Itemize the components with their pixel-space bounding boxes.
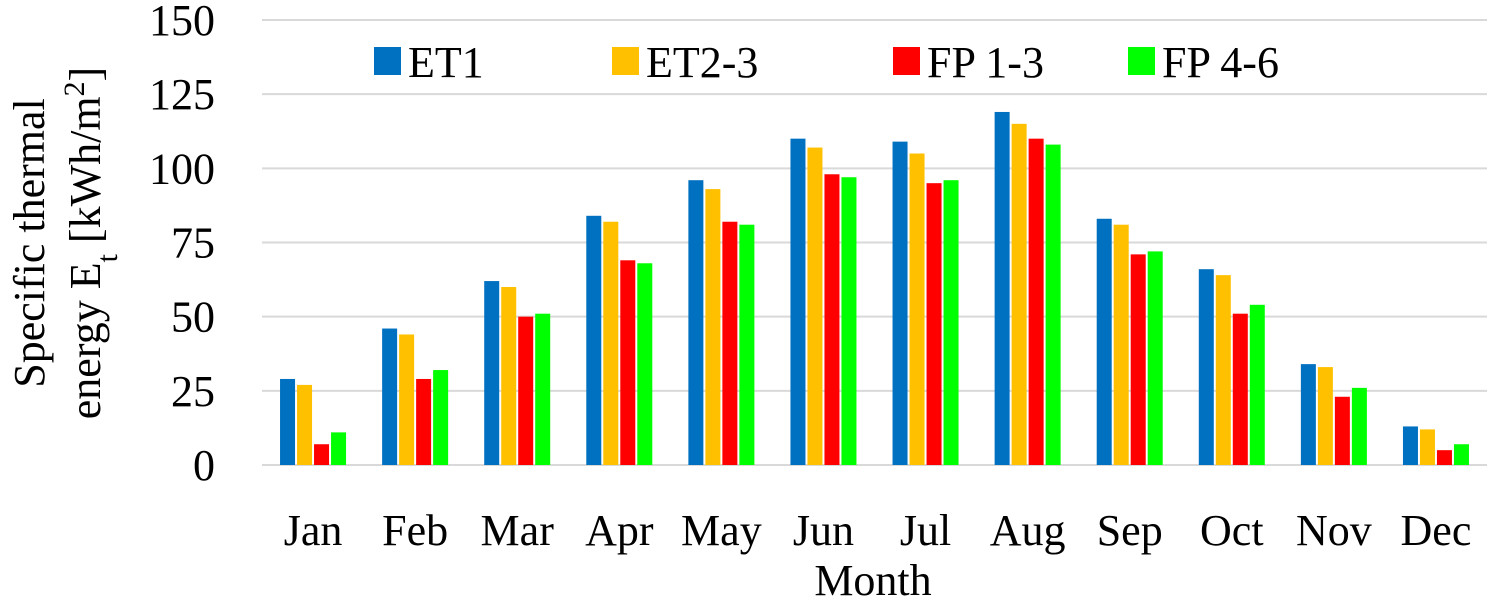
bar-fp-4-6-aug bbox=[1045, 144, 1061, 465]
x-category-label: Jul bbox=[900, 506, 951, 555]
bars bbox=[280, 111, 1469, 466]
bar-et1-mar bbox=[484, 281, 500, 465]
bar-fp-1-3-dec bbox=[1436, 450, 1452, 465]
y-axis-title-line2: energy Et [kWh/m2] bbox=[58, 67, 124, 419]
bar-fp-1-3-jul bbox=[926, 183, 942, 465]
bar-fp-4-6-dec bbox=[1453, 444, 1469, 465]
legend-label: ET2-3 bbox=[646, 38, 758, 87]
y-tick-label: 0 bbox=[193, 441, 215, 490]
bar-et1-jun bbox=[790, 138, 806, 465]
x-category-label: Jan bbox=[284, 506, 343, 555]
x-category-label: Feb bbox=[382, 506, 448, 555]
bar-et2-3-jan bbox=[297, 384, 313, 465]
bar-fp-1-3-mar bbox=[518, 316, 534, 465]
legend-item-et1: ET1 bbox=[374, 38, 484, 87]
bar-et1-jul bbox=[892, 141, 908, 465]
bar-et1-feb bbox=[382, 328, 398, 465]
y-tick-label: 75 bbox=[171, 219, 215, 268]
bar-et1-dec bbox=[1402, 426, 1418, 465]
y-tick-label: 100 bbox=[149, 144, 215, 193]
bar-et2-3-sep bbox=[1113, 224, 1129, 465]
legend-swatch bbox=[1128, 47, 1155, 75]
x-category-label: Nov bbox=[1296, 506, 1372, 555]
y-tick-label: 50 bbox=[171, 293, 215, 342]
y-tick-label: 150 bbox=[149, 0, 215, 45]
bar-et2-3-mar bbox=[501, 287, 517, 465]
y-axis-ticks: 0 25 50 75 100 125 150 bbox=[149, 0, 215, 490]
bar-et1-jan bbox=[280, 378, 296, 465]
legend: ET1 ET2-3 FP 1-3 FP 4-6 bbox=[374, 38, 1279, 87]
x-category-label: May bbox=[681, 506, 762, 555]
bar-et1-oct bbox=[1198, 269, 1214, 465]
y-tick-label: 25 bbox=[171, 367, 215, 416]
bar-et2-3-nov bbox=[1317, 367, 1333, 465]
bar-et1-sep bbox=[1096, 218, 1112, 465]
bar-fp-1-3-sep bbox=[1130, 254, 1146, 465]
bar-fp-4-6-jul bbox=[943, 180, 959, 465]
bar-et1-apr bbox=[586, 215, 602, 465]
legend-item-et2-3: ET2-3 bbox=[612, 38, 758, 87]
legend-swatch bbox=[893, 47, 920, 75]
bar-fp-1-3-jan bbox=[314, 444, 330, 465]
bar-et2-3-jul bbox=[909, 153, 925, 465]
legend-label: FP 1-3 bbox=[927, 38, 1044, 87]
bar-et2-3-feb bbox=[399, 334, 415, 465]
bar-fp-1-3-aug bbox=[1028, 138, 1044, 465]
bar-fp-4-6-apr bbox=[637, 263, 653, 465]
bar-fp-4-6-jan bbox=[331, 432, 347, 465]
bar-et2-3-dec bbox=[1419, 429, 1435, 465]
bar-fp-4-6-feb bbox=[433, 370, 449, 465]
bar-fp-4-6-mar bbox=[535, 313, 551, 465]
bar-et2-3-may bbox=[705, 189, 721, 465]
x-category-label: Apr bbox=[585, 506, 654, 555]
bar-fp-1-3-apr bbox=[620, 260, 636, 465]
bar-fp-4-6-may bbox=[739, 224, 755, 465]
y-axis-title-line1: Specific thermal bbox=[5, 98, 54, 388]
x-category-label: Mar bbox=[481, 506, 555, 555]
y-axis-title: Specific thermal energy Et [kWh/m2] bbox=[5, 67, 124, 419]
bar-fp-1-3-nov bbox=[1334, 396, 1350, 465]
x-axis-categories: Jan Feb Mar Apr May Jun Jul Aug Sep Oct Nov Dec bbox=[284, 506, 1472, 555]
x-axis-title: Month bbox=[814, 556, 931, 603]
legend-swatch bbox=[612, 47, 639, 75]
bar-fp-1-3-may bbox=[722, 221, 738, 465]
bar-et2-3-jun bbox=[807, 147, 823, 466]
bar-fp-4-6-nov bbox=[1351, 387, 1367, 465]
bar-et2-3-oct bbox=[1215, 275, 1231, 465]
x-category-label: Jun bbox=[793, 506, 854, 555]
gridlines bbox=[262, 19, 1487, 466]
bar-et2-3-aug bbox=[1011, 123, 1027, 465]
y-tick-label: 125 bbox=[149, 70, 215, 119]
bar-fp-4-6-oct bbox=[1249, 304, 1265, 465]
legend-swatch bbox=[374, 47, 401, 75]
x-category-label: Sep bbox=[1097, 506, 1163, 555]
legend-item-fp-4-6: FP 4-6 bbox=[1128, 38, 1279, 87]
legend-label: ET1 bbox=[408, 38, 484, 87]
x-category-label: Oct bbox=[1200, 506, 1264, 555]
bar-fp-4-6-jun bbox=[841, 177, 857, 465]
legend-label: FP 4-6 bbox=[1162, 38, 1279, 87]
bar-et2-3-apr bbox=[603, 221, 619, 465]
bar-fp-1-3-oct bbox=[1232, 313, 1248, 465]
bar-et1-aug bbox=[994, 111, 1010, 465]
bar-fp-1-3-feb bbox=[416, 378, 432, 465]
bar-fp-1-3-jun bbox=[824, 174, 840, 465]
x-category-label: Dec bbox=[1401, 506, 1472, 555]
legend-item-fp-1-3: FP 1-3 bbox=[893, 38, 1044, 87]
bar-fp-4-6-sep bbox=[1147, 251, 1163, 465]
x-category-label: Aug bbox=[990, 506, 1066, 555]
bar-et1-nov bbox=[1300, 364, 1316, 465]
bar-et1-may bbox=[688, 180, 704, 465]
